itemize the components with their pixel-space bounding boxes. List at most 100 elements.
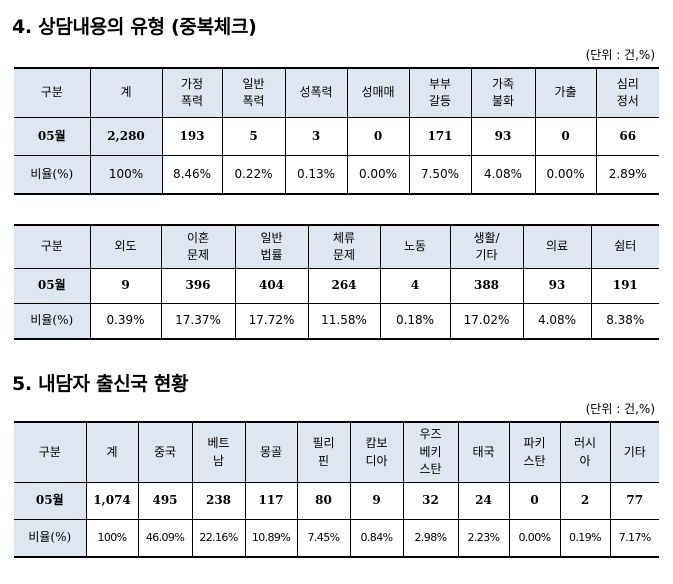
header-cell: 쉼터 bbox=[590, 224, 659, 269]
count-cell: 495 bbox=[137, 482, 193, 520]
count-row: 05월 2,280 193 5 3 0 171 93 0 66 bbox=[14, 117, 659, 156]
header-cell: 베트 남 bbox=[191, 421, 246, 483]
ratio-cell: 100% bbox=[89, 155, 163, 195]
ratio-cell: 0.84% bbox=[349, 519, 404, 558]
ratio-cell: 7.45% bbox=[296, 519, 351, 558]
count-cell: 80 bbox=[296, 482, 351, 520]
count-cell: 0 bbox=[346, 117, 410, 156]
header-cell: 계 bbox=[89, 67, 163, 118]
count-row: 05월 1,074 495 238 117 80 9 32 24 0 2 77 bbox=[14, 482, 659, 520]
header-cell: 필리 핀 bbox=[296, 421, 351, 483]
ratio-cell: 11.58% bbox=[307, 303, 381, 340]
row-label: 비율(%) bbox=[14, 519, 87, 558]
count-cell: 0 bbox=[508, 482, 561, 520]
header-row: 구분 계 중국 베트 남 몽골 필리 핀 캄보 디아 우즈 베키 스탄 태국 파키 스탄 러… bbox=[14, 421, 659, 483]
ratio-row: 비율(%) 0.39% 17.37% 17.72% 11.58% 0.18% 1… bbox=[14, 303, 659, 340]
count-cell: 3 bbox=[284, 117, 348, 156]
unit-note: (단위 : 건,%) bbox=[585, 402, 655, 416]
count-cell: 238 bbox=[191, 482, 246, 520]
count-cell: 93 bbox=[522, 268, 592, 304]
header-cell: 러시 아 bbox=[559, 421, 611, 483]
header-cell: 이혼 문제 bbox=[160, 224, 236, 269]
ratio-cell: 46.09% bbox=[137, 519, 193, 558]
count-cell: 404 bbox=[234, 268, 309, 304]
row-label: 05월 bbox=[14, 268, 91, 304]
ratio-cell: 7.50% bbox=[408, 155, 472, 195]
row-label: 비율(%) bbox=[14, 155, 91, 195]
total-cell: 2,280 bbox=[89, 117, 163, 156]
total-cell: 1,074 bbox=[85, 482, 139, 520]
ratio-cell: 0.18% bbox=[379, 303, 451, 340]
ratio-cell: 10.89% bbox=[244, 519, 298, 558]
header-cell: 캄보 디아 bbox=[349, 421, 404, 483]
section-title-consultation-types: 4. 상담내용의 유형 (중복체크) bbox=[12, 16, 257, 38]
count-cell: 193 bbox=[161, 117, 223, 156]
ratio-cell: 0.22% bbox=[221, 155, 286, 195]
ratio-cell: 17.02% bbox=[449, 303, 524, 340]
header-cell: 가족 불화 bbox=[470, 67, 536, 118]
header-cell: 외도 bbox=[89, 224, 162, 269]
count-cell: 2 bbox=[559, 482, 611, 520]
count-cell: 9 bbox=[349, 482, 404, 520]
client-origin-table: 구분 계 중국 베트 남 몽골 필리 핀 캄보 디아 우즈 베키 스탄 태국 파키 스탄 러… bbox=[14, 421, 659, 558]
ratio-cell: 0.00% bbox=[346, 155, 410, 195]
header-row: 구분 계 가정 폭력 일반 폭력 성폭력 성매매 부부 갈등 가족 불화 가출 심리 정서 bbox=[14, 67, 659, 118]
count-cell: 5 bbox=[221, 117, 286, 156]
count-cell: 9 bbox=[89, 268, 162, 304]
header-row: 구분 외도 이혼 문제 일반 법률 체류 문제 노동 생활/기타 의료 쉼터 bbox=[14, 224, 659, 269]
ratio-cell: 2.23% bbox=[457, 519, 510, 558]
header-cell: 파키 스탄 bbox=[508, 421, 561, 483]
ratio-row: 비율(%) 100% 46.09% 22.16% 10.89% 7.45% 0.… bbox=[14, 519, 659, 558]
header-cell: 체류 문제 bbox=[307, 224, 381, 269]
ratio-cell: 0.00% bbox=[508, 519, 561, 558]
ratio-row: 비율(%) 100% 8.46% 0.22% 0.13% 0.00% 7.50%… bbox=[14, 155, 659, 195]
consultation-type-table-2: 구분 외도 이혼 문제 일반 법률 체류 문제 노동 생활/기타 의료 쉼터 05월 … bbox=[14, 224, 659, 340]
ratio-cell: 4.08% bbox=[522, 303, 592, 340]
header-cell: 의료 bbox=[522, 224, 592, 269]
header-cell: 계 bbox=[85, 421, 139, 483]
ratio-cell: 100% bbox=[85, 519, 139, 558]
row-label: 05월 bbox=[14, 117, 91, 156]
header-cell: 구분 bbox=[14, 421, 87, 483]
count-cell: 388 bbox=[449, 268, 524, 304]
count-cell: 93 bbox=[470, 117, 536, 156]
row-label: 비율(%) bbox=[14, 303, 91, 340]
row-label: 05월 bbox=[14, 482, 87, 520]
ratio-cell: 22.16% bbox=[191, 519, 246, 558]
header-cell: 성폭력 bbox=[284, 67, 348, 118]
count-cell: 117 bbox=[244, 482, 298, 520]
count-cell: 77 bbox=[609, 482, 659, 520]
ratio-cell: 8.38% bbox=[590, 303, 659, 340]
header-cell: 부부 갈등 bbox=[408, 67, 472, 118]
header-cell: 구분 bbox=[14, 224, 91, 269]
ratio-cell: 0.39% bbox=[89, 303, 162, 340]
ratio-cell: 0.00% bbox=[534, 155, 597, 195]
count-cell: 66 bbox=[595, 117, 659, 156]
header-cell: 우즈 베키 스탄 bbox=[402, 421, 459, 483]
count-cell: 24 bbox=[457, 482, 510, 520]
unit-note: (단위 : 건,%) bbox=[585, 48, 655, 62]
ratio-cell: 0.13% bbox=[284, 155, 348, 195]
ratio-cell: 0.19% bbox=[559, 519, 611, 558]
header-cell: 일반 법률 bbox=[234, 224, 309, 269]
header-cell: 가출 bbox=[534, 67, 597, 118]
count-cell: 4 bbox=[379, 268, 451, 304]
count-cell: 264 bbox=[307, 268, 381, 304]
header-cell: 심리 정서 bbox=[595, 67, 659, 118]
header-cell: 중국 bbox=[137, 421, 193, 483]
count-cell: 0 bbox=[534, 117, 597, 156]
ratio-cell: 2.89% bbox=[595, 155, 659, 195]
header-cell: 구분 bbox=[14, 67, 91, 118]
header-cell: 태국 bbox=[457, 421, 510, 483]
section-title-client-origin: 5. 내담자 출신국 현황 bbox=[12, 373, 189, 395]
ratio-cell: 2.98% bbox=[402, 519, 459, 558]
header-cell: 성매매 bbox=[346, 67, 410, 118]
header-cell: 기타 bbox=[609, 421, 659, 483]
ratio-cell: 8.46% bbox=[161, 155, 223, 195]
header-cell: 몽골 bbox=[244, 421, 298, 483]
count-cell: 396 bbox=[160, 268, 236, 304]
ratio-cell: 17.72% bbox=[234, 303, 309, 340]
ratio-cell: 17.37% bbox=[160, 303, 236, 340]
count-cell: 171 bbox=[408, 117, 472, 156]
count-row: 05월 9 396 404 264 4 388 93 191 bbox=[14, 268, 659, 304]
